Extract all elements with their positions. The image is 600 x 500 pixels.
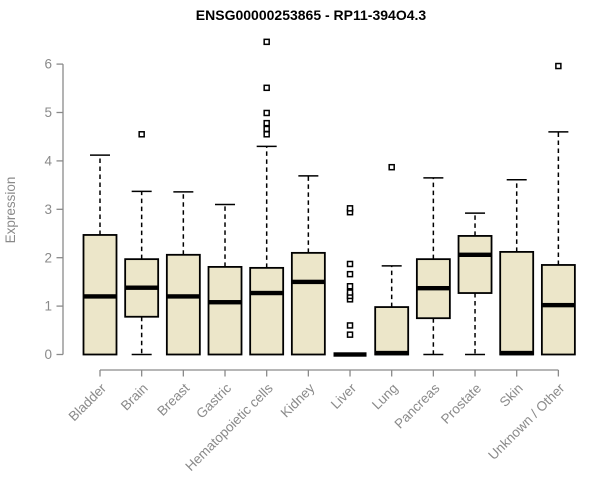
median-line — [250, 290, 284, 296]
median-line — [125, 285, 159, 290]
box-lung — [374, 163, 410, 356]
box-bladder — [82, 154, 118, 356]
outlier-point — [263, 119, 270, 127]
median-line — [166, 294, 200, 299]
y-tick-label: 2 — [44, 250, 52, 265]
outlier-point — [138, 131, 145, 138]
iqr-box — [374, 306, 410, 356]
box-skin — [499, 179, 535, 356]
y-axis-label: Expression — [3, 177, 18, 244]
x-tick-label-lung: Lung — [369, 381, 401, 413]
x-tick-label-gastric: Gastric — [193, 380, 234, 421]
outlier-point — [263, 84, 270, 92]
x-tick-label-kidney: Kidney — [278, 380, 318, 420]
median-line — [208, 300, 242, 305]
median-line — [375, 350, 409, 356]
outlier-point — [346, 322, 354, 329]
y-tick-label: 6 — [44, 57, 52, 72]
outlier-point — [346, 283, 354, 290]
x-tick-label-pancreas: Pancreas — [392, 380, 443, 431]
chart-title: ENSG00000253865 - RP11-394O4.3 — [196, 7, 427, 23]
x-tick-label-liver: Liver — [328, 380, 360, 412]
x-tick-label-prostate: Prostate — [438, 381, 484, 427]
box-prostate — [457, 212, 493, 356]
outlier-point — [263, 131, 270, 138]
outlier-point — [263, 38, 270, 46]
median-line — [541, 302, 575, 308]
median-line — [416, 285, 450, 291]
iqr-box — [457, 235, 493, 294]
x-tick-label-skin: Skin — [497, 381, 526, 410]
x-tick-label-unknown-other: Unknown / Other — [485, 380, 568, 463]
outlier-point — [263, 125, 270, 133]
y-tick-label: 1 — [44, 299, 52, 314]
iqr-box — [207, 265, 243, 356]
outlier-point — [388, 163, 395, 171]
y-tick-label: 0 — [44, 347, 52, 362]
x-tick-label-brain: Brain — [118, 381, 151, 414]
outlier-point — [346, 260, 354, 268]
outlier-point — [263, 109, 270, 117]
box-unknown-other — [540, 62, 576, 356]
box-pancreas — [415, 177, 451, 356]
box-kidney — [290, 175, 326, 356]
y-tick-label: 4 — [44, 154, 52, 169]
iqr-box — [165, 253, 201, 356]
iqr-box — [499, 250, 535, 356]
iqr-box — [540, 264, 576, 356]
median-line — [83, 294, 117, 299]
box-gastric — [207, 203, 243, 356]
box-liver — [333, 205, 367, 357]
box-hematopoietic-cells — [249, 38, 285, 356]
chart-content: 0 1 2 3 4 5 6 Bladder Brain Breast GastricHematopo… — [44, 38, 576, 474]
x-tick-label-bladder: Bladder — [66, 380, 110, 424]
outlier-point — [346, 205, 354, 212]
outlier-point — [346, 289, 354, 296]
y-tick-label: 5 — [44, 105, 52, 120]
iqr-box — [249, 266, 285, 356]
x-tick-label-breast: Breast — [154, 380, 192, 418]
outlier-point — [555, 62, 562, 70]
median-line — [333, 352, 367, 357]
outlier-point — [346, 331, 354, 338]
box-breast — [165, 191, 201, 356]
median-line — [291, 279, 325, 285]
median-line — [458, 252, 492, 257]
median-line — [500, 350, 534, 356]
y-tick-label: 3 — [44, 202, 52, 217]
y-axis: 0 1 2 3 4 5 6 — [44, 57, 64, 362]
iqr-box — [290, 251, 326, 356]
box-brain — [124, 131, 160, 356]
outlier-point — [346, 270, 354, 278]
